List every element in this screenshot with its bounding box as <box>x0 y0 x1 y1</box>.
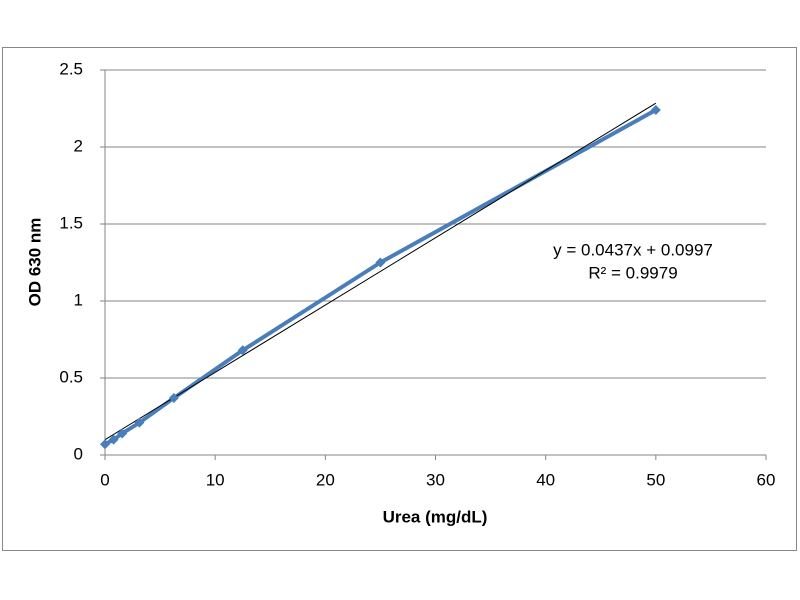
y-tick-label: 0.5 <box>59 367 83 386</box>
data-point <box>100 439 110 450</box>
y-tick-label: 0 <box>74 444 83 463</box>
x-tick-label: 50 <box>646 470 665 489</box>
data-point <box>168 393 179 404</box>
data-point <box>134 417 145 428</box>
y-tick-label: 2 <box>74 136 83 155</box>
x-tick-label: 20 <box>316 470 335 489</box>
x-tick-label: 10 <box>206 470 225 489</box>
y-tick-label: 1 <box>74 290 83 309</box>
y-tick-label: 2.5 <box>59 59 83 78</box>
data-point <box>375 257 386 268</box>
x-tick-label: 40 <box>536 470 555 489</box>
x-axis-title: Urea (mg/dL) <box>383 507 488 526</box>
trendline-equation: y = 0.0437x + 0.0997 <box>553 240 713 259</box>
x-tick-label: 30 <box>426 470 445 489</box>
trendline-r-squared: R² = 0.9979 <box>588 263 677 282</box>
trendline <box>104 102 657 441</box>
y-axis-title: OD 630 nm <box>25 218 44 307</box>
x-tick-label: 0 <box>100 470 109 489</box>
data-point <box>108 434 119 445</box>
chart-frame <box>2 47 797 551</box>
data-point <box>650 105 661 116</box>
y-tick-label: 1.5 <box>59 213 83 232</box>
data-point <box>117 428 128 439</box>
x-tick-label: 60 <box>757 470 776 489</box>
data-point <box>237 345 248 356</box>
